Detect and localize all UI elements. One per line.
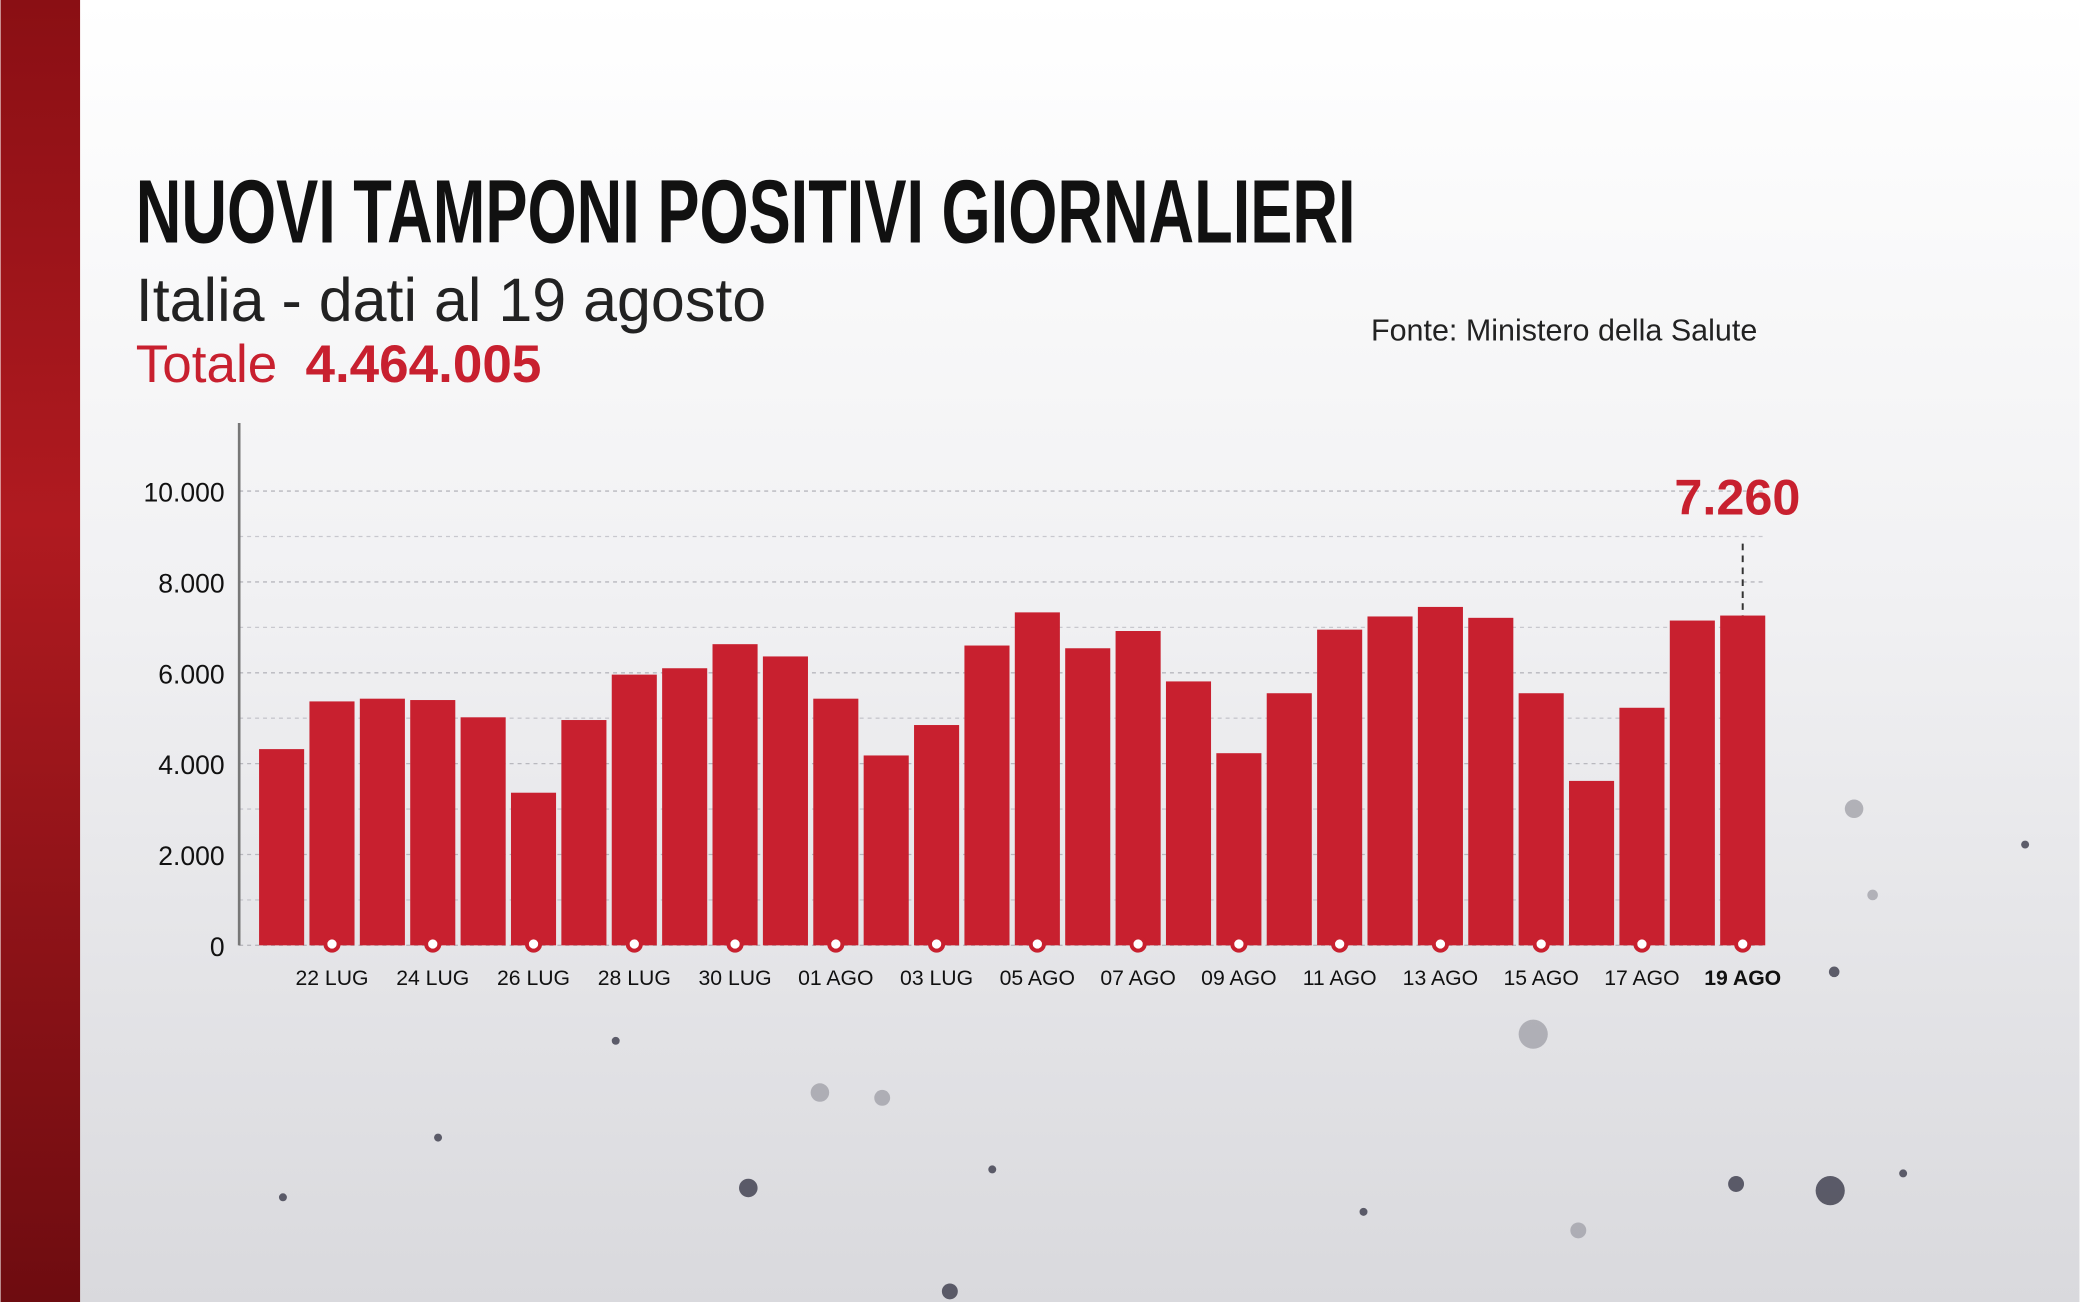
axis-dot xyxy=(1431,935,1450,953)
axis-dot xyxy=(1230,935,1248,953)
y-tick-label: 6.000 xyxy=(158,659,224,689)
bar xyxy=(863,755,909,946)
side-strip xyxy=(0,0,81,1302)
x-tick-label: 11 AGO xyxy=(1303,967,1377,990)
bar xyxy=(813,698,859,946)
bar xyxy=(359,698,405,946)
axis-dot xyxy=(424,935,442,953)
bar xyxy=(1165,681,1212,946)
axis-dot xyxy=(726,935,744,953)
bar xyxy=(712,644,758,946)
bar xyxy=(1619,707,1665,946)
bar xyxy=(1720,615,1766,946)
y-tick-label: 10.000 xyxy=(144,478,225,508)
x-tick-label: 24 LUG xyxy=(396,967,469,990)
axis-dot xyxy=(927,935,946,953)
x-tick-label: 05 AGO xyxy=(1000,967,1075,990)
bar xyxy=(1065,648,1111,946)
x-tick-label: 01 AGO xyxy=(798,967,873,990)
axis-dot xyxy=(1532,935,1550,953)
bar xyxy=(510,792,557,946)
bar xyxy=(259,749,305,946)
bar xyxy=(1014,612,1060,946)
bar xyxy=(1417,606,1463,946)
y-tick-label: 2.000 xyxy=(158,841,224,871)
x-tick-label: 28 LUG xyxy=(598,967,671,990)
bar xyxy=(1569,780,1615,946)
bar xyxy=(611,674,657,946)
total-value: 4.464.005 xyxy=(305,335,541,394)
bar xyxy=(410,700,456,946)
axis-dot xyxy=(1028,935,1046,953)
axis-dot xyxy=(323,935,341,953)
axis-dot xyxy=(524,935,543,953)
bar xyxy=(914,725,960,946)
x-tick-label: 15 AGO xyxy=(1503,967,1578,990)
y-tick-label: 4.000 xyxy=(158,750,224,780)
bar xyxy=(1518,693,1564,946)
x-tick-label: 03 LUG xyxy=(900,967,973,990)
x-tick-label: 07 AGO xyxy=(1100,967,1175,990)
axis-dot xyxy=(1129,935,1147,953)
bar xyxy=(1115,630,1161,946)
bar xyxy=(1367,616,1413,946)
axis-dot xyxy=(1633,935,1651,953)
decor-dots xyxy=(278,840,2030,1300)
total-label: Totale xyxy=(136,335,277,394)
decor-dots-light xyxy=(810,799,1878,1239)
subtitle: Italia - dati al 19 agosto xyxy=(136,266,766,334)
axis-dot xyxy=(1331,935,1349,953)
bar xyxy=(1266,693,1312,946)
bar xyxy=(309,701,355,946)
x-tick-label: 30 LUG xyxy=(699,967,772,990)
axis-dot xyxy=(827,935,845,953)
bar xyxy=(460,717,506,946)
x-tick-label: 22 LUG xyxy=(295,967,368,990)
x-tick-label: 26 LUG xyxy=(497,967,570,990)
source: Fonte: Ministero della Salute xyxy=(1371,314,1757,348)
bar xyxy=(1468,617,1514,946)
chart-title: NUOVI TAMPONI POSITIVI GIORNALIERI xyxy=(136,162,1356,263)
x-tick-label: 09 AGO xyxy=(1201,967,1276,990)
x-tick-label: 17 AGO xyxy=(1604,967,1679,990)
y-tick-label: 8.000 xyxy=(158,569,224,599)
axis-dot xyxy=(625,935,643,953)
value-label: 7.260 xyxy=(1674,468,1800,525)
bar xyxy=(1669,620,1715,946)
y-tick-label: 0 xyxy=(210,932,225,962)
bar xyxy=(662,668,708,946)
axis-dot xyxy=(1734,935,1752,953)
bar xyxy=(762,656,808,946)
bar xyxy=(1216,753,1262,946)
bar xyxy=(561,720,607,946)
bar xyxy=(1317,629,1363,946)
bar xyxy=(964,645,1010,946)
x-tick-label: 13 AGO xyxy=(1403,967,1478,990)
x-tick-label: 19 AGO xyxy=(1704,967,1781,990)
